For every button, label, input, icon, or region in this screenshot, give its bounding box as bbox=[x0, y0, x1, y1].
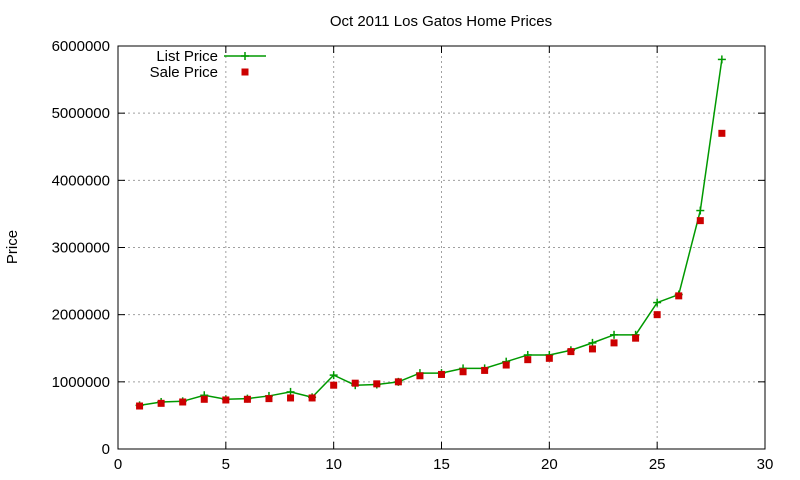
data-point-sale-price bbox=[287, 394, 295, 402]
data-point-list-price bbox=[717, 55, 726, 64]
series-1 bbox=[136, 129, 726, 410]
legend: List Price Sale Price bbox=[150, 48, 266, 81]
data-point-sale-price bbox=[438, 370, 445, 378]
legend-label-list-price: List Price bbox=[156, 48, 218, 65]
x-tick-label: 10 bbox=[325, 456, 342, 473]
data-point-sale-price bbox=[330, 381, 338, 389]
grid-lines bbox=[118, 46, 765, 449]
x-tick-label: 20 bbox=[541, 456, 558, 473]
data-point-sale-price bbox=[459, 368, 467, 376]
y-tick-label: 3000000 bbox=[52, 240, 110, 257]
legend-marker-sale-price bbox=[241, 68, 249, 76]
legend-marker-list-price bbox=[241, 52, 249, 60]
data-point-sale-price bbox=[545, 354, 553, 362]
legend-label-sale-price: Sale Price bbox=[150, 64, 218, 81]
data-point-list-price bbox=[653, 298, 662, 307]
data-point-sale-price bbox=[179, 398, 187, 406]
data-point-sale-price bbox=[502, 361, 510, 369]
data-point-sale-price bbox=[567, 348, 575, 356]
data-point-sale-price bbox=[136, 402, 144, 410]
data-point-sale-price bbox=[416, 372, 424, 380]
data-point-sale-price bbox=[308, 394, 316, 402]
x-tick-label: 30 bbox=[757, 456, 774, 473]
data-point-sale-price bbox=[200, 395, 208, 403]
data-point-sale-price bbox=[351, 379, 359, 387]
data-point-sale-price bbox=[653, 311, 661, 319]
x-tick-label: 0 bbox=[114, 456, 122, 473]
data-point-sale-price bbox=[157, 399, 165, 407]
data-point-sale-price bbox=[481, 366, 489, 374]
legend-swatch-list-price bbox=[224, 52, 266, 60]
legend-swatch-sale-price bbox=[241, 68, 249, 76]
data-point-sale-price bbox=[394, 378, 402, 386]
data-point-sale-price bbox=[524, 356, 532, 364]
series-line-list-price bbox=[139, 59, 723, 407]
series-area bbox=[135, 55, 726, 410]
y-tick-label: 6000000 bbox=[52, 38, 110, 55]
data-point-sale-price bbox=[373, 380, 381, 388]
series-0 bbox=[135, 55, 726, 410]
plot-frame bbox=[117, 45, 766, 450]
x-tick-label: 15 bbox=[433, 456, 450, 473]
data-point-sale-price bbox=[632, 334, 640, 342]
data-point-sale-price bbox=[610, 339, 618, 347]
y-tick-label: 5000000 bbox=[52, 105, 110, 122]
chart-title: Oct 2011 Los Gatos Home Prices bbox=[330, 13, 552, 30]
data-point-list-price bbox=[696, 206, 705, 215]
data-point-sale-price bbox=[588, 345, 596, 353]
y-tick-label: 1000000 bbox=[52, 374, 110, 391]
data-point-sale-price bbox=[696, 217, 704, 225]
data-point-sale-price bbox=[265, 395, 273, 403]
data-point-sale-price bbox=[222, 396, 230, 404]
y-tick-label: 0 bbox=[102, 441, 110, 458]
axis-ticks: 0 5 10 15 20 25 30 0 1000000 2000000 3000000 400000… bbox=[52, 38, 774, 473]
y-tick-label: 4000000 bbox=[52, 172, 110, 189]
data-point-list-price bbox=[610, 330, 619, 339]
data-point-sale-price bbox=[718, 129, 726, 137]
data-point-list-price bbox=[329, 371, 338, 380]
y-tick-label: 2000000 bbox=[52, 307, 110, 324]
data-point-sale-price bbox=[243, 395, 251, 403]
x-tick-label: 5 bbox=[222, 456, 230, 473]
y-axis-label: Price bbox=[4, 230, 21, 264]
data-point-sale-price bbox=[675, 292, 683, 300]
x-tick-label: 25 bbox=[649, 456, 666, 473]
